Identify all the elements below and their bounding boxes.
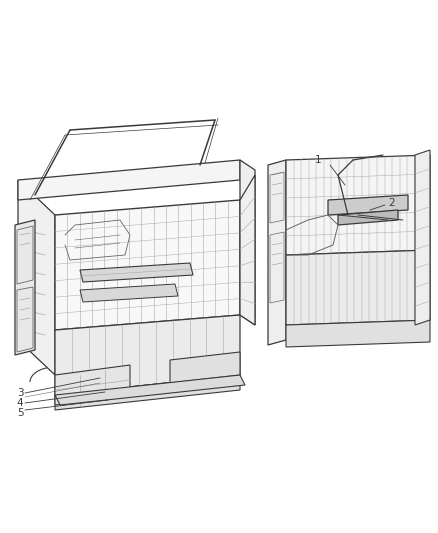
Polygon shape xyxy=(286,155,430,255)
Polygon shape xyxy=(55,315,240,395)
Polygon shape xyxy=(286,250,430,325)
Text: 5: 5 xyxy=(17,408,23,418)
Polygon shape xyxy=(240,175,255,325)
Polygon shape xyxy=(18,160,240,200)
Polygon shape xyxy=(18,180,55,375)
Polygon shape xyxy=(55,365,130,405)
Polygon shape xyxy=(80,284,178,302)
Text: 2: 2 xyxy=(389,198,396,208)
Polygon shape xyxy=(286,320,430,347)
Polygon shape xyxy=(55,200,240,330)
Polygon shape xyxy=(240,160,255,325)
Polygon shape xyxy=(170,352,240,383)
Text: 4: 4 xyxy=(17,398,23,408)
Polygon shape xyxy=(55,375,240,410)
Polygon shape xyxy=(15,220,35,355)
Polygon shape xyxy=(338,210,398,225)
Polygon shape xyxy=(80,263,193,282)
Text: 3: 3 xyxy=(17,388,23,398)
Polygon shape xyxy=(415,150,430,325)
Polygon shape xyxy=(55,375,245,405)
Polygon shape xyxy=(268,160,286,345)
Text: 1: 1 xyxy=(314,155,321,165)
Polygon shape xyxy=(328,195,408,215)
